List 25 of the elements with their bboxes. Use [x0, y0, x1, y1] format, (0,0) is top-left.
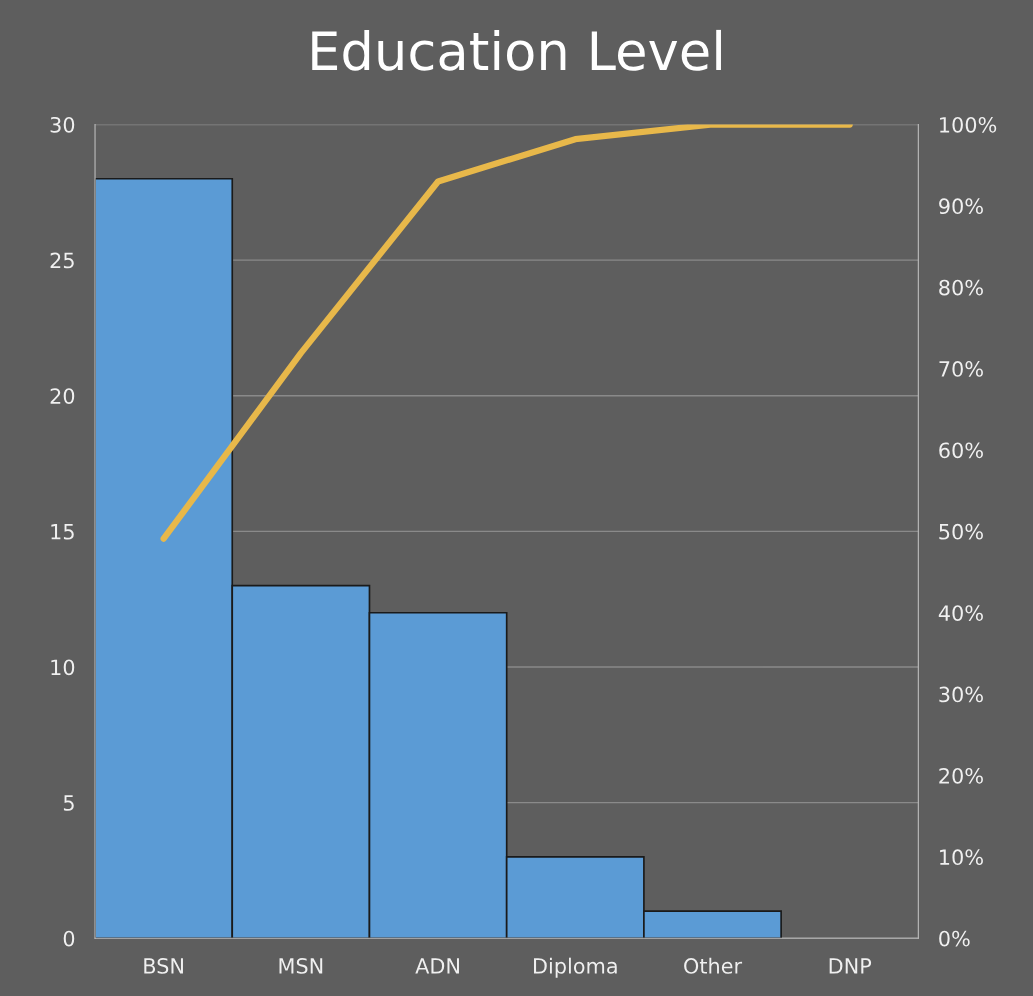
y-tick-label: 15 [51, 524, 74, 540]
x-tick-label: Diploma [534, 957, 617, 978]
y2-tick-label: 40% [938, 605, 983, 621]
y2-tick-label: 70% [939, 361, 983, 377]
x-tick-label: BSN [144, 958, 183, 974]
y2-tick-label: 60% [939, 442, 983, 459]
y2-tick-label: 20% [939, 767, 983, 784]
x-tick-label: Other [684, 957, 743, 974]
y-tick-label: 5 [63, 795, 74, 811]
y2-tick-label: 80% [939, 279, 983, 296]
y2-tick-label: 0% [939, 930, 970, 947]
y2-tick-label: 100% [940, 116, 997, 133]
y-tick-label: 25 [50, 252, 74, 269]
y-tick-label: 30 [50, 116, 75, 133]
y-tick-label: 0 [63, 930, 75, 947]
y-tick-label: 10 [51, 659, 75, 676]
chart-title: Education Level [312, 29, 721, 71]
x-tick-label: ADN [415, 958, 459, 974]
y2-tick-label: 30% [939, 686, 983, 703]
y2-tick-label: 50% [939, 523, 983, 540]
y-tick-label: 20 [50, 388, 75, 404]
x-tick-label: MSN [279, 958, 323, 974]
x-tick-label: DNP [829, 958, 872, 974]
y2-tick-label: 10% [940, 849, 983, 866]
y2-tick-label: 90% [939, 198, 983, 215]
